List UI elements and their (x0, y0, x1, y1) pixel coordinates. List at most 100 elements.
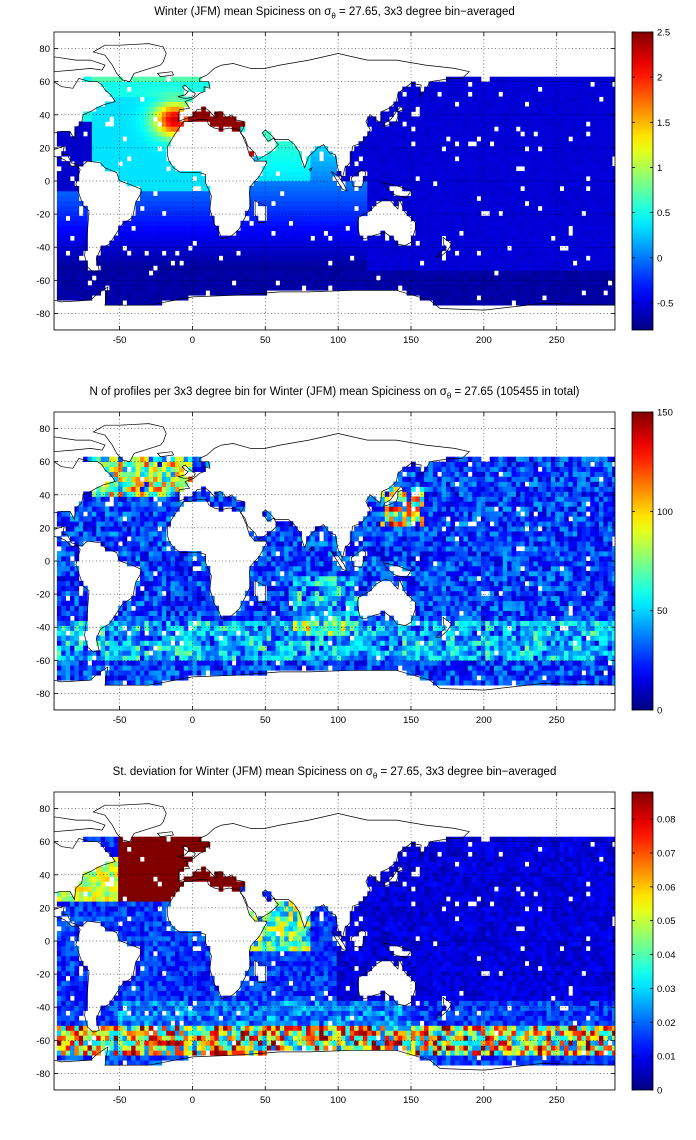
data-cell (467, 96, 473, 102)
data-cell (301, 260, 307, 266)
data-cell (376, 161, 381, 167)
data-cell (380, 141, 386, 147)
data-cell (515, 230, 521, 236)
data-cell (380, 190, 386, 197)
data-cell (327, 280, 333, 286)
data-cell (393, 131, 399, 137)
data-cell (166, 275, 171, 281)
data-cell (144, 156, 150, 162)
data-cell (546, 245, 552, 251)
data-cell (201, 81, 206, 87)
data-cell (485, 275, 491, 281)
data-cell (284, 255, 289, 261)
data-cell (533, 215, 539, 222)
data-cell (61, 200, 67, 207)
data-cell (612, 136, 615, 142)
data-cell (105, 275, 110, 281)
data-cell (428, 151, 434, 157)
data-cell (74, 630, 80, 636)
data-cell (612, 225, 615, 232)
data-cell (397, 260, 403, 266)
data-cell (507, 156, 512, 162)
data-cell (179, 275, 185, 281)
data-cell (341, 200, 346, 207)
data-cell (402, 265, 407, 271)
data-cell (301, 190, 307, 197)
data-cell (371, 166, 377, 172)
data-cell (581, 265, 587, 271)
data-cell (70, 640, 75, 646)
data-cell (419, 215, 425, 222)
data-cell (454, 96, 460, 102)
data-cell (515, 76, 521, 83)
data-cell (432, 190, 438, 197)
data-cell (148, 190, 154, 197)
data-cell (568, 131, 574, 137)
data-cell (445, 181, 451, 187)
data-cell (529, 116, 534, 122)
data-cell (126, 670, 132, 676)
data-cell (61, 670, 67, 676)
data-cell (568, 245, 574, 251)
data-cell (472, 290, 477, 296)
data-cell (109, 471, 115, 477)
data-cell (428, 185, 434, 192)
data-cell (341, 176, 346, 182)
data-cell (594, 146, 600, 152)
data-cell (577, 255, 582, 261)
data-cell (454, 151, 460, 157)
data-cell (144, 171, 150, 177)
data-cell (131, 230, 136, 236)
data-cell (183, 96, 189, 102)
data-cell (572, 146, 578, 152)
data-cell (292, 270, 298, 276)
data-cell (284, 190, 289, 197)
data-cell (131, 635, 136, 641)
data-cell (598, 161, 604, 167)
data-cell (515, 171, 521, 177)
data-cell (144, 240, 150, 246)
data-cell (161, 205, 167, 212)
data-cell (354, 260, 359, 266)
data-cell (65, 280, 71, 286)
data-cell (65, 285, 71, 291)
data-cell (362, 161, 368, 167)
data-cell (476, 280, 482, 286)
data-cell (131, 106, 136, 112)
data-cell (603, 86, 609, 92)
data-cell (126, 645, 132, 651)
data-cell (332, 270, 338, 276)
data-cell (463, 220, 469, 227)
data-cell (437, 195, 442, 202)
data-cell (537, 106, 543, 112)
data-cell (166, 176, 171, 182)
data-cell (415, 210, 421, 217)
data-cell (161, 265, 167, 271)
data-cell (598, 220, 604, 227)
data-cell (131, 250, 136, 256)
data-cell (109, 151, 115, 157)
data-cell (494, 260, 499, 266)
data-cell (135, 230, 141, 236)
data-cell (139, 181, 145, 187)
data-cell (428, 166, 434, 172)
data-cell (144, 81, 150, 87)
data-cell (376, 151, 381, 157)
data-cell (214, 250, 220, 256)
data-cell (507, 230, 512, 236)
data-cell (467, 290, 473, 296)
data-cell (537, 290, 543, 296)
data-cell (485, 270, 491, 276)
data-cell (310, 215, 316, 222)
data-cell (511, 151, 517, 157)
data-cell (498, 111, 504, 117)
data-cell (271, 220, 276, 227)
data-cell (109, 240, 115, 246)
data-cell (402, 195, 407, 202)
data-cell (415, 131, 421, 137)
data-cell (568, 81, 574, 87)
data-cell (100, 285, 106, 291)
data-cell (131, 471, 136, 477)
data-cell (70, 650, 75, 656)
data-cell (183, 240, 189, 246)
